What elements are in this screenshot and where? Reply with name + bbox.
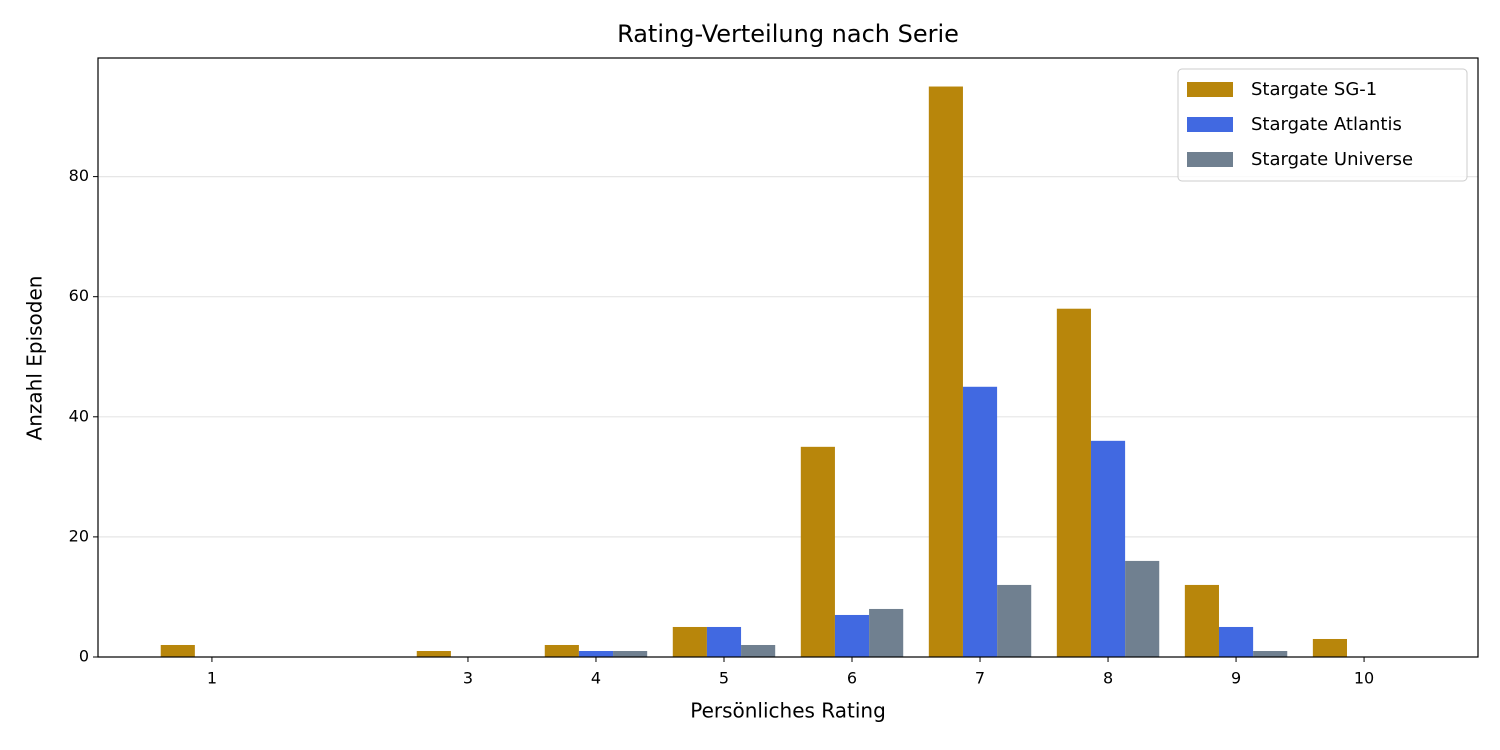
x-tick-label: 10	[1354, 669, 1374, 688]
bar	[1253, 650, 1288, 657]
legend: Stargate SG-1 Stargate Atlantis Stargate U…	[1177, 68, 1468, 182]
bar	[1218, 626, 1254, 657]
bar	[613, 650, 648, 657]
bar	[1056, 308, 1091, 657]
bar	[1090, 440, 1126, 657]
bar	[834, 614, 870, 657]
legend-label: Stargate Atlantis	[1251, 114, 1402, 135]
x-tick-label: 5	[719, 669, 729, 688]
x-tick-label: 6	[847, 669, 857, 688]
bar	[706, 626, 742, 657]
bar	[741, 644, 776, 657]
y-axis-label: Anzahl Episoden	[23, 276, 47, 441]
legend-swatch	[1187, 82, 1233, 97]
legend-swatch	[1187, 117, 1233, 132]
x-axis-label: Persönliches Rating	[690, 699, 886, 723]
legend-label: Stargate Universe	[1251, 149, 1413, 170]
legend-label: Stargate SG-1	[1251, 79, 1377, 100]
y-tick-label: 40	[69, 406, 89, 425]
x-tick-label: 1	[207, 669, 217, 688]
bar	[928, 86, 963, 658]
bar	[578, 650, 614, 657]
bar	[544, 644, 579, 657]
x-tick-label: 9	[1231, 669, 1241, 688]
bar	[962, 386, 998, 657]
bar	[869, 608, 904, 657]
y-tick-label: 80	[69, 166, 89, 185]
x-tick-label: 4	[591, 669, 601, 688]
x-tick-label: 3	[463, 669, 473, 688]
x-tick-label: 7	[975, 669, 985, 688]
y-tick-label: 0	[79, 647, 89, 666]
legend-swatch	[1187, 152, 1233, 167]
legend-frame	[1177, 68, 1468, 182]
chart-title: Rating-Verteilung nach Serie	[617, 20, 959, 48]
y-tick-label: 60	[69, 286, 89, 305]
bar	[1125, 560, 1160, 657]
bar	[416, 650, 451, 657]
bar	[1184, 584, 1219, 657]
bar	[800, 446, 835, 657]
bar	[672, 626, 707, 657]
bar	[1312, 638, 1347, 657]
x-tick-label: 8	[1103, 669, 1113, 688]
y-tick-label: 20	[69, 526, 89, 545]
bar	[160, 644, 195, 657]
plot-frame	[97, 57, 1479, 658]
bar	[997, 584, 1032, 657]
